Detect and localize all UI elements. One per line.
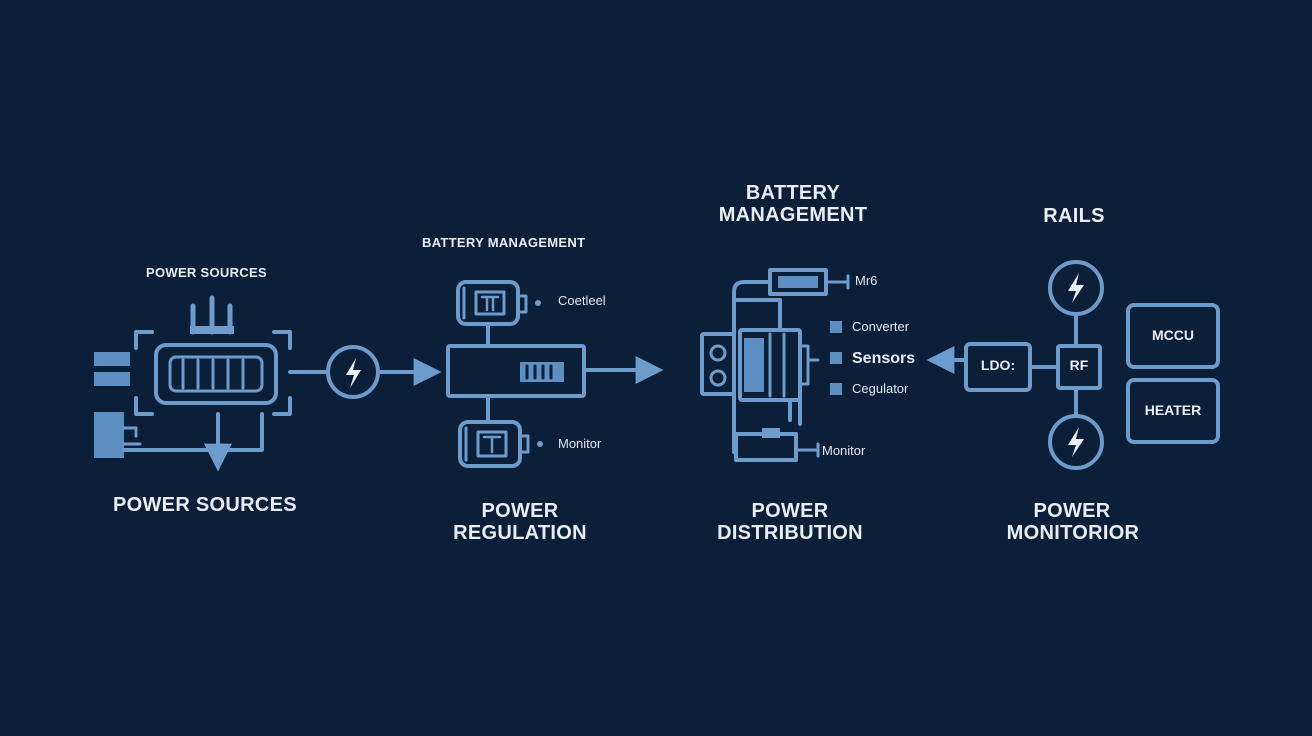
distribution-title-line1: BATTERY	[745, 182, 841, 204]
distribution-item-sensors: Sensors	[852, 350, 916, 367]
list-bullet-sensors	[830, 352, 842, 364]
rf-label: RF	[1069, 357, 1089, 373]
regulation-caption-line2: REGULATION	[453, 522, 587, 544]
source-bus	[122, 412, 264, 452]
bottom-rail-node	[1048, 414, 1104, 470]
regulation-top-label: Coetleel	[558, 293, 606, 308]
list-bullet-cegulator	[830, 383, 842, 395]
bottom-lightning-icon	[1068, 427, 1084, 457]
rf-box	[1056, 344, 1102, 390]
distribution-item-cegulator: Cegulator	[852, 381, 909, 396]
power-sources-block	[94, 295, 330, 472]
power-distribution-block	[700, 268, 850, 462]
distribution-main-unit	[738, 328, 802, 402]
battery-pack	[154, 343, 278, 405]
source-block-top	[94, 352, 130, 366]
distribution-bottom-label: Monitor	[822, 443, 866, 458]
power-monitoring-block	[926, 260, 1220, 470]
distribution-caption-line1: POWER	[751, 500, 829, 522]
top-lightning-icon	[1068, 273, 1084, 303]
distribution-item-converter: Converter	[852, 319, 910, 334]
power-regulation-block	[446, 280, 664, 468]
regulation-caption-line1: POWER	[481, 500, 559, 522]
distribution-title-line2: MANAGEMENT	[718, 204, 868, 226]
distribution-terminal	[700, 332, 736, 396]
source-frame-corners	[134, 330, 292, 416]
mcu-label: MCCU	[1152, 327, 1194, 343]
heater-box	[1126, 378, 1220, 444]
regulation-bottom-module	[458, 420, 522, 468]
list-bullet-converter	[830, 321, 842, 333]
sources-title: POWER SOURCES	[146, 265, 267, 280]
lightning-icon	[346, 358, 361, 388]
monitoring-title: RAILS	[1043, 205, 1105, 227]
regulation-bottom-label: Monitor	[558, 436, 602, 451]
mcu-box	[1126, 303, 1220, 369]
ldo-label: LDO:	[980, 357, 1016, 373]
heater-label: HEATER	[1144, 402, 1202, 418]
regulation-title: BATTERY MANAGEMENT	[422, 235, 586, 250]
source-stack	[94, 412, 124, 458]
sources-caption: POWER SOURCES	[113, 494, 297, 516]
monitoring-caption-line1: POWER	[1033, 500, 1111, 522]
source-block-bottom	[94, 372, 130, 386]
distribution-caption-line2: DISTRIBUTION	[717, 522, 863, 544]
lightning-node	[326, 345, 442, 399]
distribution-top-label: Mr6	[855, 273, 878, 288]
monitoring-caption-line2: MONITORIOR	[1006, 522, 1140, 544]
